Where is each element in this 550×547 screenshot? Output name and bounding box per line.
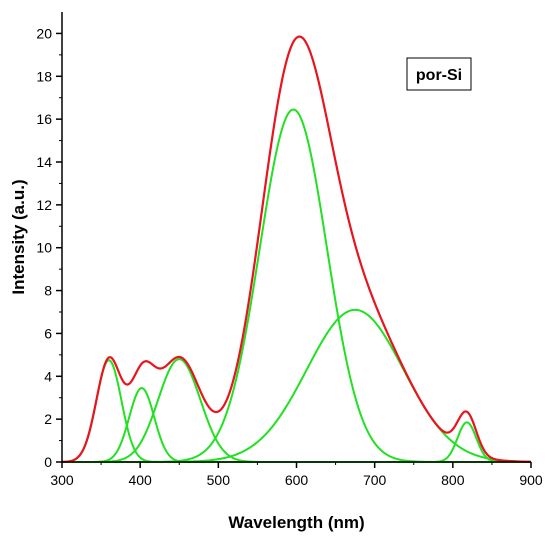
legend-frame [406,57,472,91]
y-tick-label-8: 8 [44,283,52,299]
legend-label: por-Si [416,67,462,84]
y-tick-label-4: 4 [44,368,52,384]
envelope-curve [61,35,532,464]
y-tick-label-16: 16 [36,111,52,127]
y-tick-label-2: 2 [44,411,52,427]
y-axis-label: Intensity (a.u.) [9,179,28,294]
y-tick-label-0: 0 [44,454,52,470]
x-tick-label-600: 600 [285,472,309,488]
y-tick-label-14: 14 [36,154,52,170]
legend-box: por-Si [406,57,472,91]
y-tick-label-6: 6 [44,325,52,341]
x-tick-label-400: 400 [128,472,152,488]
x-tick-label-900: 900 [519,472,543,488]
axes: 300 400 500 600 700 800 900 0 2 4 6 8 10 12 14 16 18 20 [36,12,543,488]
y-tick-label-12: 12 [36,197,52,213]
x-tick-label-500: 500 [207,472,231,488]
component-curve-5 [62,308,532,463]
plot-area [61,35,532,464]
y-tick-label-20: 20 [36,25,52,41]
y-tick-label-18: 18 [36,68,52,84]
x-tick-label-800: 800 [441,472,465,488]
component-curve-2 [62,387,531,463]
x-tick-label-300: 300 [50,472,74,488]
x-axis-label: Wavelength (nm) [228,513,364,532]
y-tick-label-10: 10 [36,240,52,256]
x-tick-label-700: 700 [363,472,387,488]
